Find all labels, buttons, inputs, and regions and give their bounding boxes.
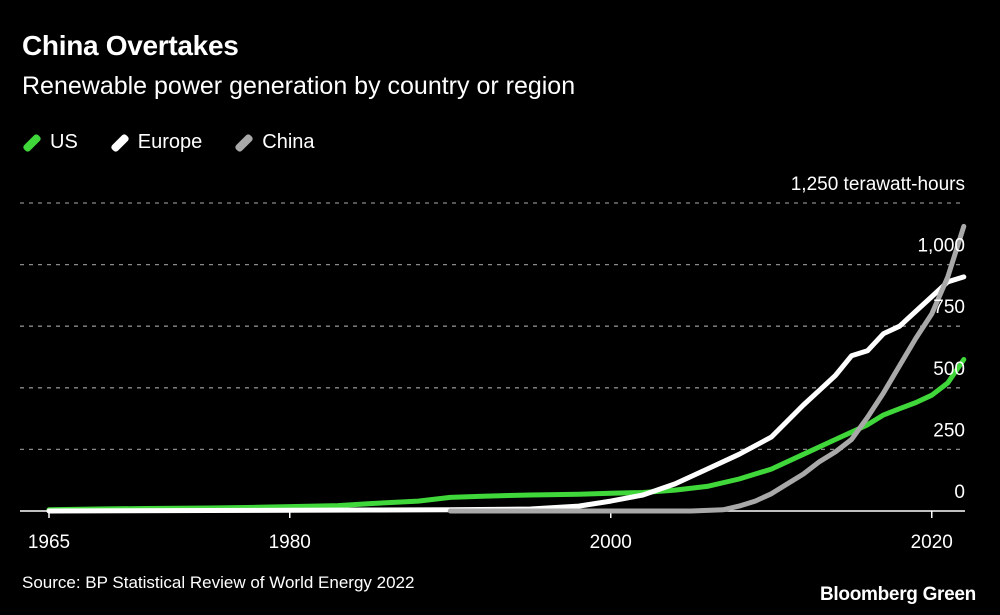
legend-label-us: US — [50, 131, 78, 153]
y-tick-label-1000: 1,000 — [917, 236, 965, 257]
series-line-us — [46, 357, 967, 513]
series-line-europe — [46, 274, 967, 514]
chart-title: China Overtakes — [22, 30, 239, 61]
series-line-china — [447, 223, 967, 514]
legend-item-europe: Europe — [109, 131, 203, 154]
y-tick-label-0: 0 — [954, 482, 965, 503]
axis-labels-layer: 0 250 500 750 1,000 1,250 terawatt-hours 1965 1… — [28, 174, 965, 553]
legend: US Europe China — [22, 131, 347, 154]
y-tick-label-500: 500 — [933, 359, 965, 380]
source-note: Source: BP Statistical Review of World E… — [22, 573, 415, 592]
chart-subtitle: Renewable power generation by country or… — [22, 72, 576, 100]
legend-label-china: China — [262, 131, 315, 153]
grid-layer — [20, 202, 965, 518]
x-tick-label-1980: 1980 — [269, 532, 311, 553]
legend-label-europe: Europe — [137, 131, 203, 153]
legend-item-china: China — [234, 131, 315, 154]
x-tick-label-1965: 1965 — [28, 532, 70, 553]
x-tick-label-2020: 2020 — [911, 532, 953, 553]
brand-logo: Bloomberg Green — [820, 584, 976, 605]
y-tick-label-1250: 1,250 terawatt-hours — [791, 174, 965, 195]
legend-item-us: US — [22, 131, 78, 154]
x-tick-label-2000: 2000 — [590, 532, 632, 553]
y-tick-label-250: 250 — [933, 420, 965, 441]
series-layer — [46, 223, 967, 514]
y-tick-label-750: 750 — [933, 297, 965, 318]
